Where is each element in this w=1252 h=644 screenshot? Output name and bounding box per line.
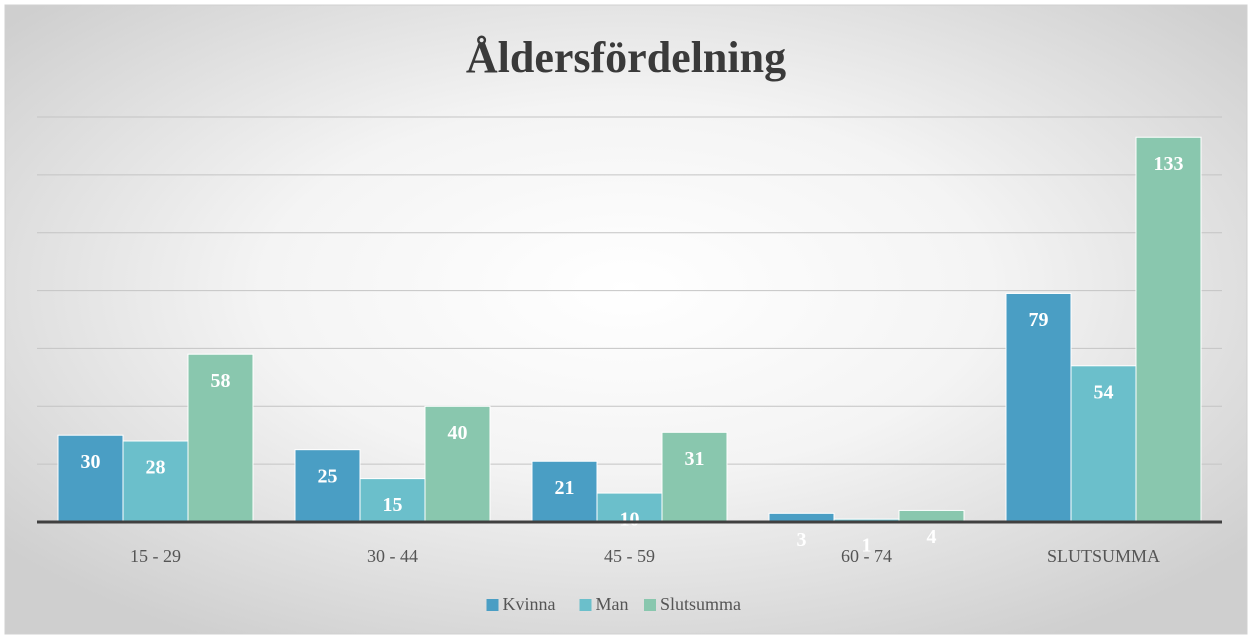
x-tick-label: 30 - 44 (367, 546, 418, 566)
data-label: 54 (1094, 381, 1114, 403)
x-tick-label: 15 - 29 (130, 546, 181, 566)
data-label: 21 (555, 477, 575, 499)
data-label: 31 (685, 448, 705, 470)
x-tick-label: 45 - 59 (604, 546, 655, 566)
data-label: 25 (318, 465, 338, 487)
data-label: 133 (1154, 153, 1184, 175)
x-tick-label: SLUTSUMMA (1047, 546, 1160, 566)
legend-swatch (644, 599, 656, 611)
legend-label: Man (596, 594, 629, 614)
data-label: 4 (927, 526, 937, 548)
bar (596, 492, 663, 523)
data-label: 28 (146, 457, 166, 479)
bar (531, 460, 598, 523)
legend-label: Kvinna (503, 594, 556, 614)
data-label: 15 (383, 494, 403, 516)
bar (122, 440, 189, 523)
chart-title: Åldersfördelning (466, 33, 786, 82)
data-label: 10 (620, 509, 640, 531)
legend-swatch (486, 599, 499, 611)
data-label: 3 (797, 529, 807, 551)
bar (661, 431, 728, 523)
data-label: 58 (211, 370, 231, 392)
legend-label: Slutsumma (660, 594, 741, 614)
data-label: 79 (1029, 309, 1049, 331)
bar (424, 405, 491, 523)
data-label: 1 (862, 535, 872, 557)
bar (57, 434, 124, 523)
bar (898, 509, 965, 523)
data-label: 30 (81, 451, 101, 473)
legend-swatch (579, 599, 592, 611)
bar (1070, 365, 1137, 523)
bar (187, 353, 254, 523)
data-label: 40 (448, 422, 468, 444)
x-tick-label: 60 - 74 (841, 546, 892, 566)
bar (1135, 136, 1202, 523)
